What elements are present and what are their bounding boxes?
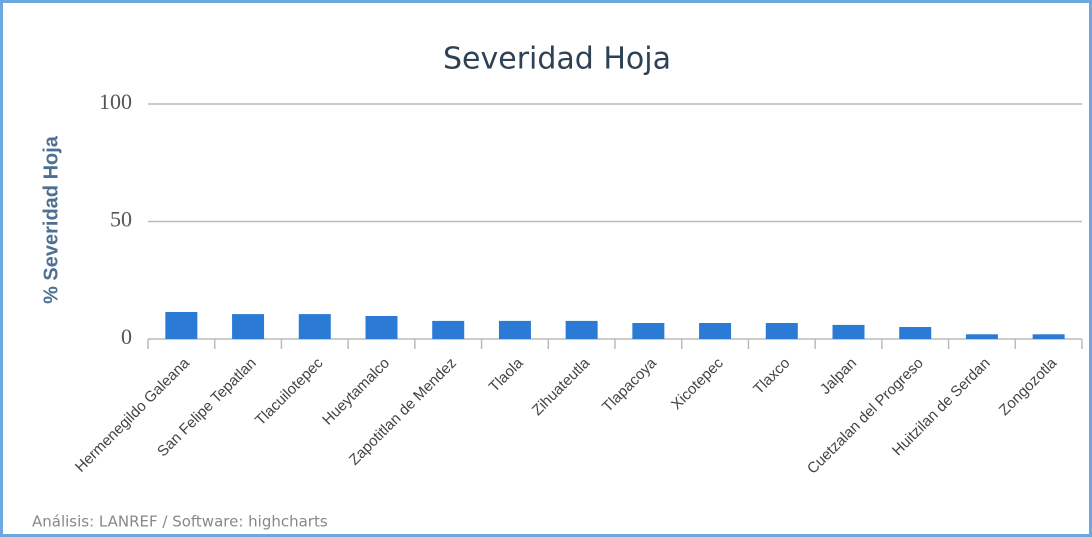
- bar: [232, 314, 265, 339]
- bar: [699, 323, 732, 339]
- bar: [832, 324, 865, 339]
- bar: [498, 320, 531, 339]
- bar: [565, 320, 598, 339]
- bar: [432, 320, 465, 339]
- y-tick-label: 50: [110, 207, 132, 232]
- bar: [965, 334, 998, 339]
- credits: Análisis: LANREF / Software: highcharts: [32, 513, 328, 531]
- bar: [632, 323, 665, 339]
- bar: [365, 315, 398, 339]
- bar: [165, 311, 198, 339]
- bar: [765, 323, 798, 339]
- chart-title: Severidad Hoja: [443, 42, 671, 77]
- bar: [899, 327, 932, 339]
- y-axis-title: % Severidad Hoja: [40, 135, 62, 304]
- y-tick-label: 100: [99, 89, 132, 114]
- bar: [1032, 334, 1065, 339]
- bar: [298, 314, 331, 339]
- y-tick-label: 0: [121, 324, 132, 349]
